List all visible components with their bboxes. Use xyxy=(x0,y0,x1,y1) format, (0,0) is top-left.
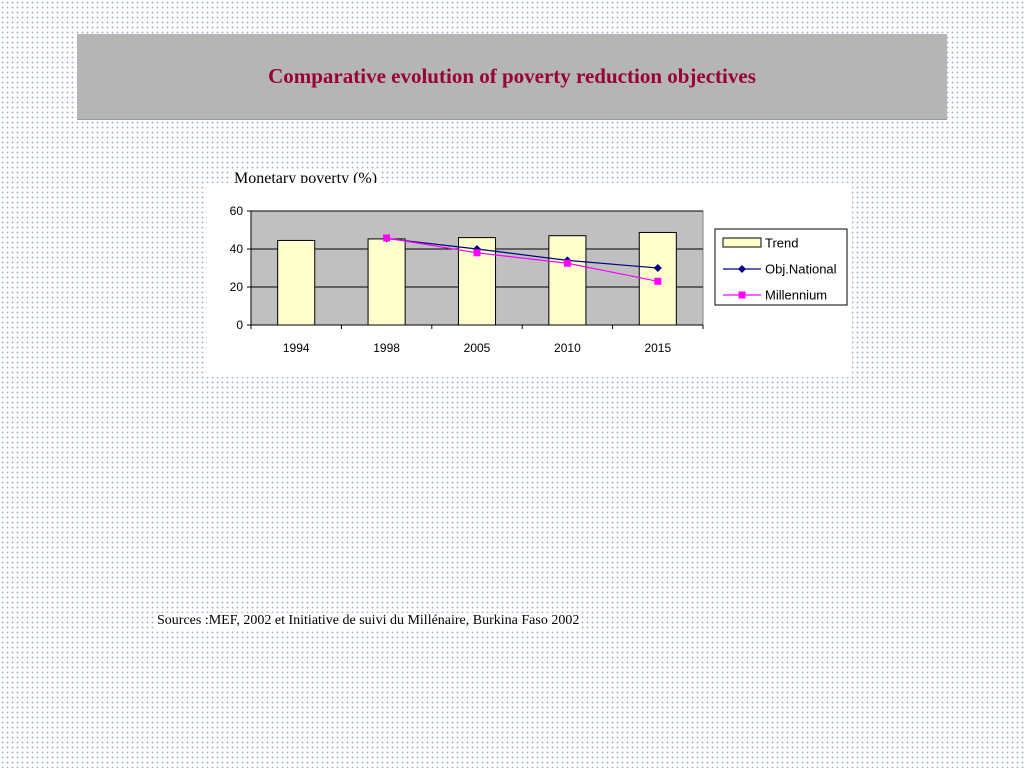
legend-label-millennium: Millennium xyxy=(765,288,827,303)
x-tick-label-2015: 2015 xyxy=(644,341,671,355)
x-tick-label-2005: 2005 xyxy=(464,341,491,355)
legend-swatch-trend xyxy=(722,237,762,248)
chart-container: 0 20 40 60 1994 1998 2005 2010 2015 Trend Obj.Nati… xyxy=(207,183,852,377)
y-tick-label-60: 60 xyxy=(230,204,244,218)
point-millennium-1998 xyxy=(383,234,391,242)
source-note: Sources :MEF, 2002 et Initiative de suiv… xyxy=(155,613,582,629)
y-tick-label-40: 40 xyxy=(230,242,244,256)
line-obj-national xyxy=(386,237,658,269)
line-millennium xyxy=(386,237,658,282)
legend-label-obj-national: Obj.National xyxy=(765,262,837,277)
legend-marker-obj-national xyxy=(738,265,746,273)
slide-title: Comparative evolution of poverty reducti… xyxy=(268,64,756,88)
chart-svg: 0 20 40 60 1994 1998 2005 2010 2015 Trend Obj.Nati… xyxy=(230,204,848,355)
legend-label-trend: Trend xyxy=(765,236,798,251)
bar-2010 xyxy=(548,235,587,326)
bar-1994 xyxy=(277,239,316,326)
point-millennium-2005 xyxy=(473,249,481,257)
title-band: Comparative evolution of poverty reducti… xyxy=(77,34,947,120)
legend-marker-millennium xyxy=(738,291,746,299)
x-tick-label-2010: 2010 xyxy=(554,341,581,355)
x-tick-label-1998: 1998 xyxy=(373,341,400,355)
y-tick-label-0: 0 xyxy=(236,318,243,332)
point-millennium-2010 xyxy=(563,259,571,267)
point-obj-national-2015 xyxy=(653,264,662,272)
bar-1998 xyxy=(367,238,406,326)
x-tick-label-1994: 1994 xyxy=(283,341,310,355)
y-tick-label-20: 20 xyxy=(230,280,244,294)
point-millennium-2015 xyxy=(654,277,662,285)
